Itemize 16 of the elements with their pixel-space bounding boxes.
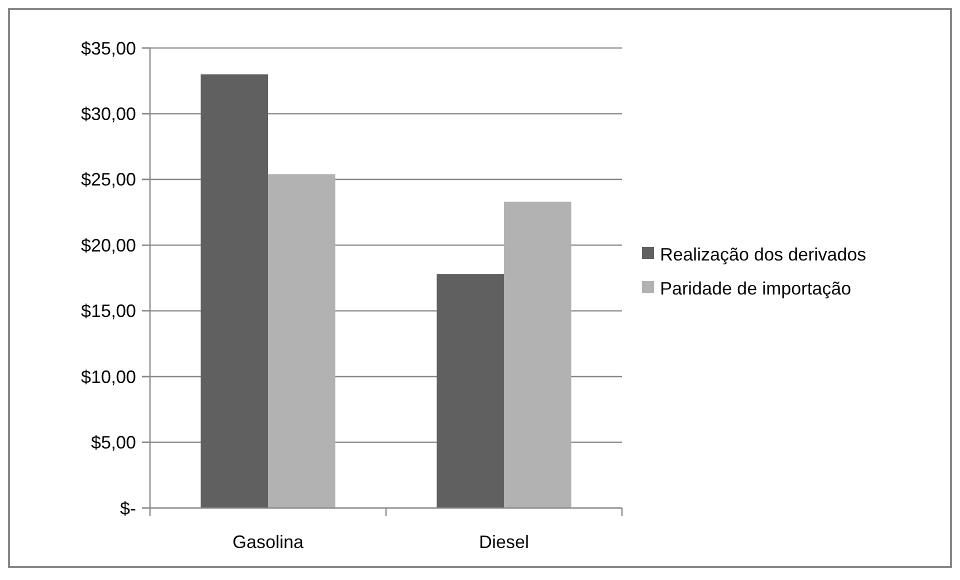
y-tick-label: $30,00 xyxy=(80,104,136,124)
y-tick-label: $5,00 xyxy=(90,432,136,453)
x-tick-label: Gasolina xyxy=(232,532,305,552)
legend-label: Paridade de importação xyxy=(660,278,852,298)
y-tick-label: $25,00 xyxy=(80,170,136,190)
bar xyxy=(200,74,268,508)
legend-label: Realização dos derivados xyxy=(660,244,866,264)
x-tick-label: Diesel xyxy=(478,532,530,552)
y-tick-label: $35,00 xyxy=(80,38,136,58)
y-tick-label: $- xyxy=(120,498,136,518)
bar xyxy=(504,202,572,508)
y-tick-label: $10,00 xyxy=(80,366,136,387)
bar xyxy=(268,174,336,508)
y-tick-label: $20,00 xyxy=(80,235,136,256)
y-tick-label: $15,00 xyxy=(80,301,136,322)
bar xyxy=(436,274,504,508)
